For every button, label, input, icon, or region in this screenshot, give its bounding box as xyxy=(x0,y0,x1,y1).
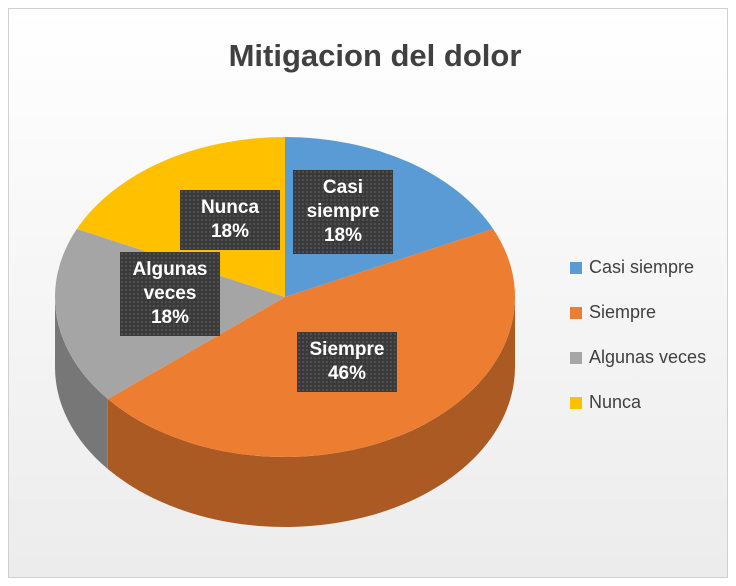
legend-label: Algunas veces xyxy=(589,347,706,367)
data-label-value: 46% xyxy=(327,363,367,384)
legend-swatch xyxy=(570,352,582,364)
data-label: Siempre 46% xyxy=(297,332,397,392)
data-label-value: 18% xyxy=(210,221,250,242)
data-label-category: Nunca xyxy=(200,197,260,218)
data-label: Nunca 18% xyxy=(180,190,280,250)
legend-label: Casi siempre xyxy=(589,257,694,277)
legend-swatch xyxy=(570,307,582,319)
data-label-value: 18% xyxy=(323,225,363,246)
legend-label: Nunca xyxy=(589,392,642,412)
data-label-category: Siempre xyxy=(309,339,385,360)
data-label: Algunas veces 18% xyxy=(120,252,220,336)
data-label-category: Casi siempre xyxy=(306,177,380,222)
legend-swatch xyxy=(570,262,582,274)
slice-side xyxy=(107,297,515,527)
data-label: Casi siempre 18% xyxy=(293,170,393,254)
data-label-value: 18% xyxy=(150,307,190,328)
slice-side xyxy=(55,297,108,469)
legend-swatch xyxy=(570,397,582,409)
data-label-category: Algunas veces xyxy=(132,259,208,304)
chart-title: Mitigacion del dolor xyxy=(229,38,522,73)
legend-label: Siempre xyxy=(589,302,656,322)
